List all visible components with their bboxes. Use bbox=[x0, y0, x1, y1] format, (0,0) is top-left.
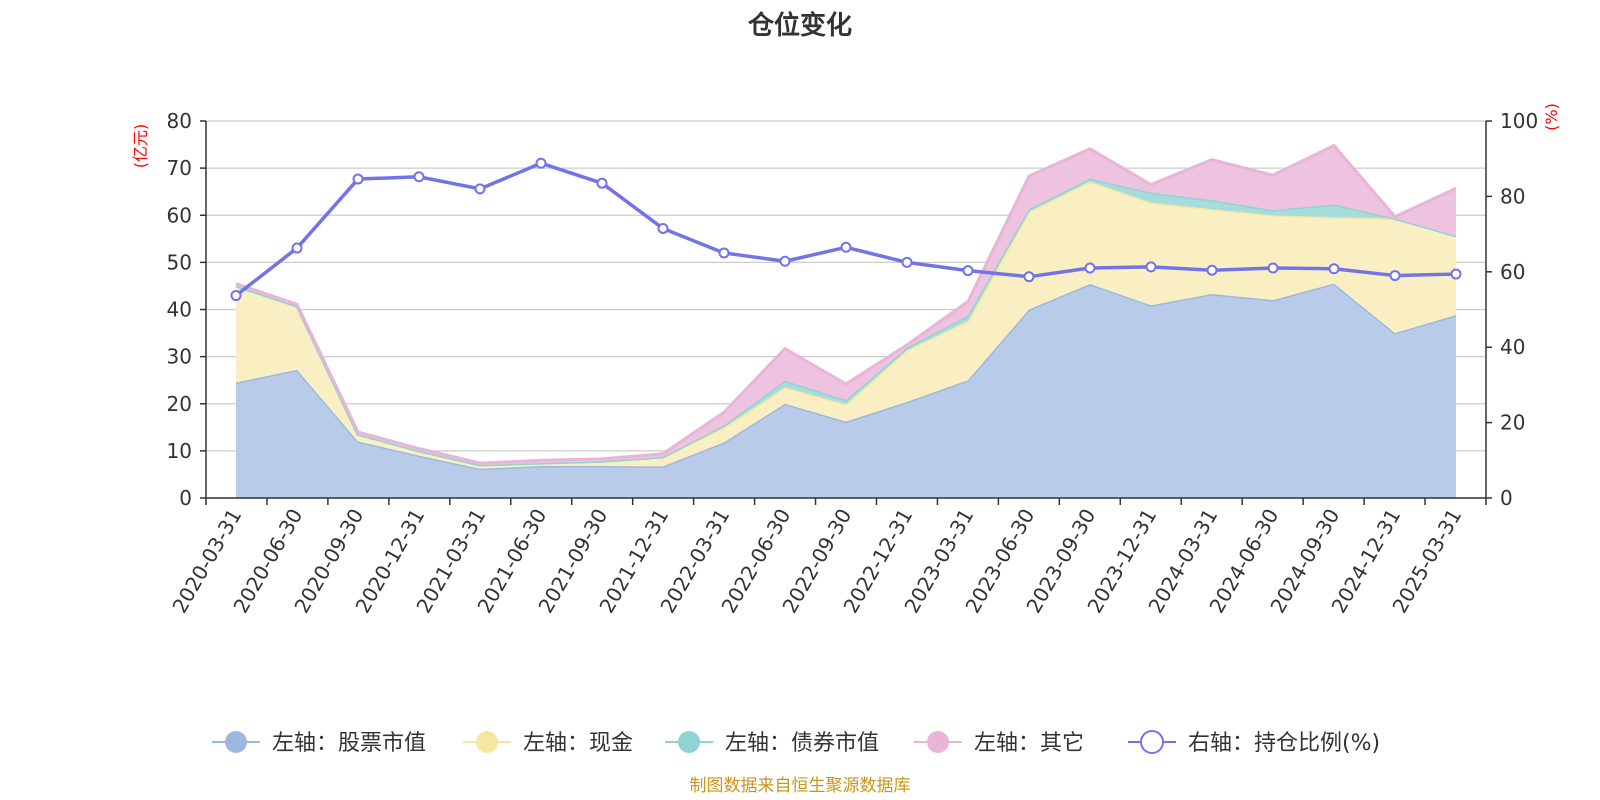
right-tick-label: 20 bbox=[1500, 411, 1525, 435]
ratio-point bbox=[1267, 262, 1279, 274]
ratio-point bbox=[230, 290, 242, 302]
left-tick-label: 40 bbox=[167, 298, 192, 322]
legend-marker-4 bbox=[1140, 730, 1164, 754]
left-tick-label: 30 bbox=[167, 345, 192, 369]
ratio-point bbox=[535, 157, 547, 169]
ratio-point bbox=[840, 241, 852, 253]
right-tick-label: 60 bbox=[1500, 260, 1525, 284]
ratio-point bbox=[1084, 262, 1096, 274]
ratio-point bbox=[352, 173, 364, 185]
ratio-point bbox=[596, 177, 608, 189]
area-series-2 bbox=[236, 178, 1456, 466]
ratio-line-series bbox=[230, 157, 1462, 302]
left-tick-label: 0 bbox=[179, 486, 192, 510]
right-axis-unit: (%) bbox=[1542, 103, 1561, 131]
ratio-point bbox=[779, 255, 791, 267]
stacked-areas bbox=[235, 144, 1457, 498]
left-tick-label: 80 bbox=[167, 109, 192, 133]
legend-label-4: 右轴：持仓比例(%) bbox=[1188, 731, 1380, 756]
ratio-point bbox=[657, 222, 669, 234]
legend-label-2: 左轴：债券市值 bbox=[725, 731, 879, 756]
ratio-point bbox=[1450, 268, 1462, 280]
legend-marker-1 bbox=[476, 731, 498, 753]
legend-label-3: 左轴：其它 bbox=[974, 731, 1084, 756]
ratio-point bbox=[1145, 261, 1157, 273]
area-edge-series-3 bbox=[235, 144, 1457, 465]
ratio-point bbox=[718, 247, 730, 259]
left-tick-label: 20 bbox=[167, 392, 192, 416]
left-axis-unit: (亿元) bbox=[131, 124, 150, 169]
left-tick-label: 50 bbox=[167, 250, 192, 274]
area-series-0 bbox=[236, 283, 1456, 498]
area-series-1 bbox=[236, 181, 1456, 469]
chart-title: 仓位变化 bbox=[747, 10, 852, 41]
right-tick-label: 80 bbox=[1500, 184, 1525, 208]
ratio-point bbox=[1389, 270, 1401, 282]
ratio-point bbox=[901, 256, 913, 268]
legend-marker-2 bbox=[678, 731, 700, 753]
legend: 左轴：股票市值 左轴：现金 左轴：债券市值 左轴：其它 右轴：持仓比例(%) bbox=[212, 730, 1380, 756]
legend-marker-0 bbox=[225, 731, 247, 753]
left-tick-label: 10 bbox=[167, 439, 192, 463]
right-tick-label: 100 bbox=[1500, 109, 1538, 133]
left-tick-label: 60 bbox=[167, 203, 192, 227]
ratio-point bbox=[1023, 271, 1035, 283]
ratio-point bbox=[474, 183, 486, 195]
data-source-note: 制图数据来自恒生聚源数据库 bbox=[690, 776, 911, 796]
left-tick-label: 70 bbox=[167, 156, 192, 180]
ratio-point bbox=[1206, 264, 1218, 276]
right-tick-label: 40 bbox=[1500, 335, 1525, 359]
ratio-point bbox=[962, 265, 974, 277]
ratio-point bbox=[1328, 263, 1340, 275]
legend-marker-3 bbox=[927, 731, 949, 753]
ratio-point bbox=[413, 171, 425, 183]
ratio-point bbox=[291, 242, 303, 254]
right-tick-label: 0 bbox=[1500, 486, 1513, 510]
legend-label-0: 左轴：股票市值 bbox=[272, 731, 426, 756]
legend-label-1: 左轴：现金 bbox=[523, 731, 633, 756]
